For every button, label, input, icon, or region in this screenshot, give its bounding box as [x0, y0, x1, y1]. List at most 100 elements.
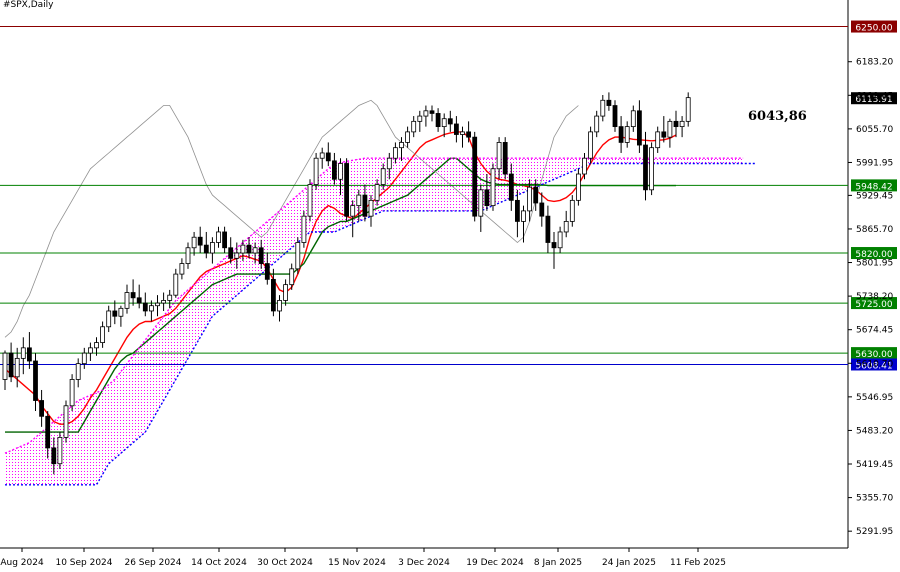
candle-body-106 [649, 147, 654, 191]
candle-body-46 [283, 284, 289, 301]
candle-body-36 [222, 231, 228, 249]
candle-body-103 [630, 110, 636, 128]
y-tick-label-5: 5865.70 [856, 225, 893, 235]
candle-body-71 [435, 113, 441, 128]
candle-body-8 [51, 447, 57, 465]
candle-body-110 [673, 120, 679, 128]
x-tick-label-9: 24 Jan 2025 [602, 558, 656, 568]
candle-body-41 [252, 247, 258, 254]
candle-body-47 [289, 268, 295, 286]
x-tick-label-7: 19 Dec 2024 [466, 558, 524, 568]
candle-body-22 [136, 297, 142, 304]
candle-body-111 [679, 120, 685, 128]
y-tick-label-0: 6183.20 [856, 58, 893, 68]
y-tick-label-8: 5674.45 [856, 326, 893, 336]
candle-body-33 [203, 244, 209, 254]
x-tick-label-5: 15 Nov 2024 [328, 558, 386, 568]
candle-body-56 [344, 163, 350, 217]
candle-body-91 [557, 231, 563, 249]
candle-body-42 [258, 247, 264, 264]
candle-body-6 [39, 400, 44, 417]
candle-body-105 [643, 144, 648, 191]
level-tag-0 [851, 20, 897, 33]
candle-body-5 [33, 360, 38, 401]
candle-body-62 [380, 168, 386, 185]
candle-body-18 [112, 310, 118, 317]
y-tick-label-7: 5738.20 [856, 292, 893, 302]
candle-body-88 [539, 202, 545, 217]
candle-body-78 [478, 189, 484, 217]
candle-body-25 [155, 302, 160, 307]
candle-body-29 [179, 263, 185, 275]
candle-body-35 [216, 231, 221, 243]
senkou_b-line [5, 162, 756, 486]
candle-body-77 [472, 136, 478, 217]
candle-body-97 [594, 115, 600, 133]
x-tick-label-4: 30 Oct 2024 [257, 558, 313, 568]
candle-body-55 [338, 163, 343, 180]
current-price-tag [851, 92, 897, 105]
candle-body-104 [637, 110, 642, 146]
candle-body-12 [75, 363, 81, 380]
level-tag-2 [851, 247, 897, 260]
level-tag-1 [851, 179, 897, 192]
y-tick-label-2: 6055.70 [856, 125, 893, 135]
candle-body-16 [100, 326, 105, 343]
x-tick-label-1: 10 Sep 2024 [55, 558, 112, 568]
candle-body-19 [118, 307, 124, 317]
y-tick-label-1: 6119.45 [856, 91, 893, 101]
candle-body-4 [26, 347, 32, 362]
candle-body-13 [81, 352, 87, 365]
candle-body-93 [569, 199, 575, 222]
candle-body-65 [399, 142, 404, 149]
candle-body-75 [460, 131, 465, 135]
price-annotation: 6043,86 [748, 109, 807, 124]
candle-body-64 [392, 147, 398, 159]
level-label-0: 6250.00 [855, 24, 892, 34]
candle-body-48 [295, 242, 301, 270]
candle-body-57 [350, 205, 356, 217]
candle-body-98 [600, 99, 606, 117]
candle-body-54 [331, 160, 337, 180]
candle-body-107 [655, 131, 661, 149]
current-price-label: 6113.91 [855, 95, 892, 105]
level-tag-5 [851, 358, 897, 371]
candle-body-112 [685, 97, 691, 122]
candle-body-34 [209, 242, 215, 254]
candle-body-53 [325, 152, 331, 162]
candle-body-7 [45, 415, 51, 449]
candle-body-60 [368, 199, 374, 217]
candle-body-31 [191, 236, 197, 249]
candle-body-2 [14, 357, 20, 378]
level-label-5: 5608.41 [855, 361, 892, 371]
candle-body-109 [667, 120, 673, 138]
level-label-1: 5948.42 [855, 182, 892, 192]
candle-body-74 [453, 123, 459, 135]
candle-body-37 [228, 247, 234, 259]
candle-body-68 [417, 115, 423, 122]
candle-body-39 [240, 244, 246, 254]
candle-body-85 [521, 210, 526, 222]
x-tick-label-6: 3 Dec 2024 [398, 558, 450, 568]
candle-body-9 [57, 436, 63, 465]
y-tick-label-11: 5483.20 [856, 426, 893, 436]
y-tick-label-14: 5291.95 [856, 527, 893, 537]
candle-body-38 [234, 252, 240, 259]
candle-body-92 [563, 221, 569, 233]
candle-body-84 [515, 199, 520, 222]
y-tick-label-3: 5991.95 [856, 158, 893, 168]
candle-body-94 [576, 173, 581, 201]
y-tick-label-9: 5610.70 [856, 359, 893, 369]
candle-body-63 [386, 157, 392, 170]
candle-body-30 [185, 247, 191, 264]
candle-body-43 [264, 263, 270, 280]
y-tick-label-10: 5546.95 [856, 393, 893, 403]
candle-body-108 [661, 131, 667, 138]
x-tick-label-3: 14 Oct 2024 [191, 558, 247, 568]
candle-body-61 [374, 184, 380, 201]
candle-body-100 [612, 105, 618, 128]
candle-body-102 [624, 126, 630, 143]
candle-body-79 [484, 189, 490, 207]
